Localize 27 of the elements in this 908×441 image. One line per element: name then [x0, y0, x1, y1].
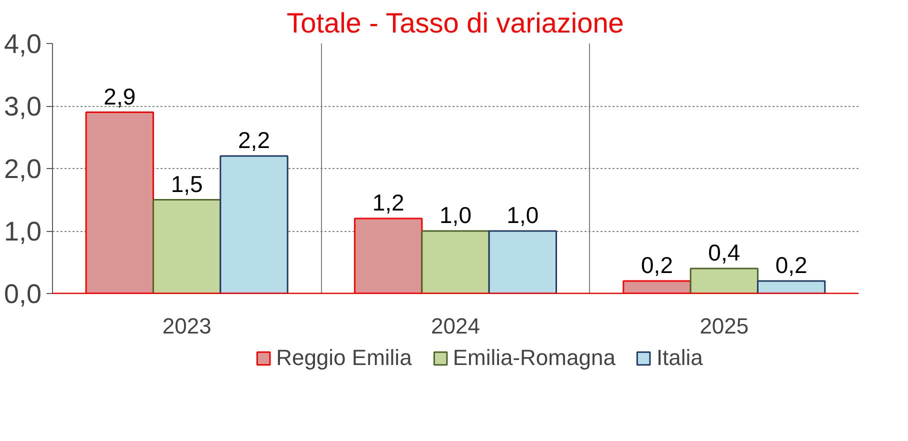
data-label: 2,9 [104, 83, 136, 110]
bar [421, 230, 490, 294]
y-tick-label: 4,0 [4, 29, 42, 59]
bar [757, 280, 826, 294]
data-label: 1,0 [506, 202, 539, 228]
x-tick-label: 2025 [700, 314, 749, 338]
legend-label: Emilia-Romagna [452, 345, 616, 371]
bar [690, 268, 758, 294]
data-label: 1,5 [170, 170, 203, 197]
data-label: 0,2 [775, 252, 808, 278]
chart-title: Totale - Tasso di variazione [286, 8, 624, 38]
data-label: 0,2 [641, 252, 673, 278]
legend-label: Reggio Emilia [276, 345, 412, 371]
y-tick-label: 2,0 [4, 154, 42, 184]
data-label: 2,2 [238, 127, 270, 153]
y-tick-label: 0,0 [4, 279, 42, 309]
y-tick-label: 1,0 [4, 216, 42, 246]
x-tick-label: 2023 [162, 314, 212, 338]
data-label: 1,2 [372, 190, 404, 216]
data-label: 0,4 [708, 240, 740, 266]
bar [220, 155, 288, 294]
data-label: 1,0 [440, 202, 472, 228]
bar [488, 230, 557, 294]
x-tick-label: 2024 [431, 314, 480, 338]
y-tick-label: 3,0 [4, 92, 42, 122]
bar [152, 199, 222, 294]
legend-label: Italia [656, 345, 703, 371]
